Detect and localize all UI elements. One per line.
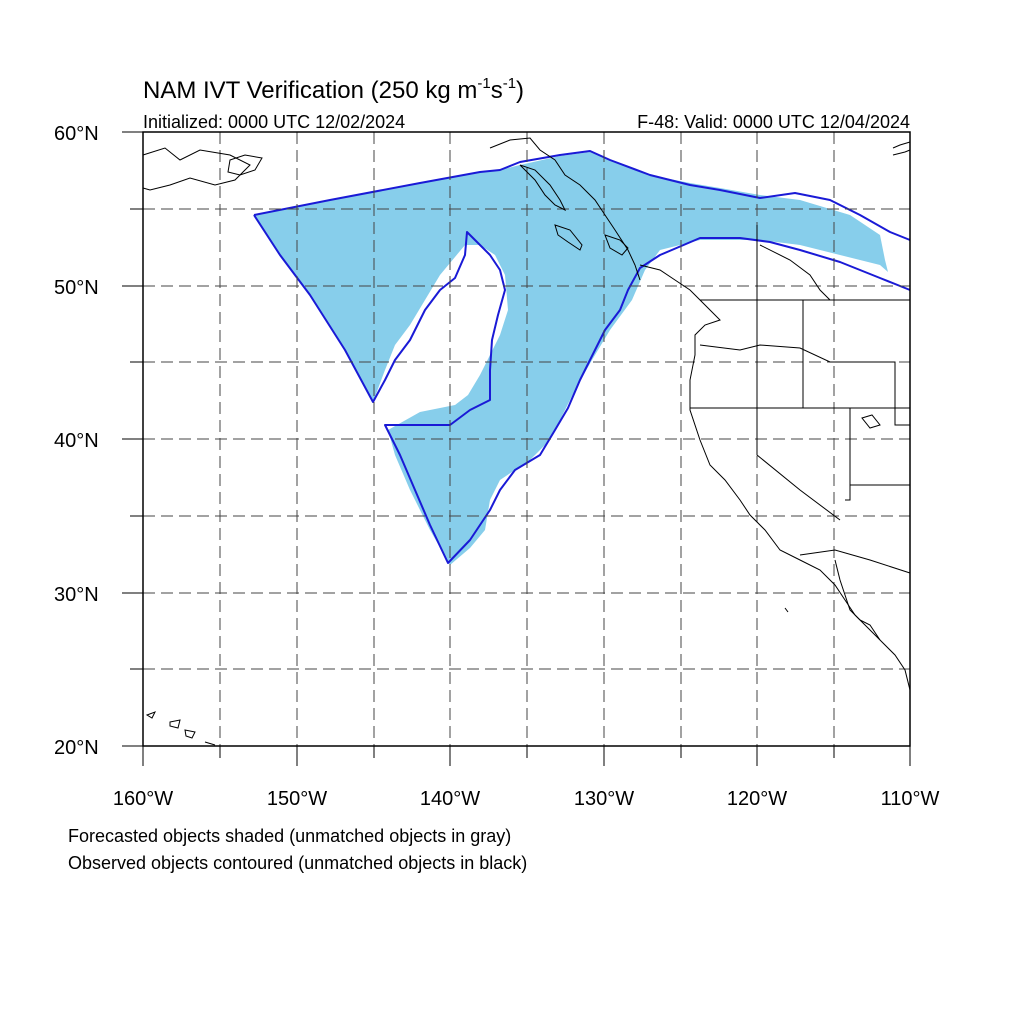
lat-label-60n: 60°N xyxy=(54,123,99,145)
lon-label-130w: 130°W xyxy=(574,788,634,810)
lon-label-120w: 120°W xyxy=(727,788,787,810)
lat-label-50n: 50°N xyxy=(54,277,99,299)
lon-label-160w: 160°W xyxy=(113,788,173,810)
lon-label-140w: 140°W xyxy=(420,788,480,810)
observed-object-contour-main xyxy=(253,214,911,564)
graticule xyxy=(143,132,910,746)
lon-label-150w: 150°W xyxy=(267,788,327,810)
observed-note: Observed objects contoured (unmatched ob… xyxy=(68,853,527,873)
coastlines xyxy=(142,137,911,746)
initialized-label: Initialized: 0000 UTC 12/02/2024 xyxy=(143,112,405,132)
forecast-object-main xyxy=(254,152,888,565)
observed-object-contour-north xyxy=(253,150,911,241)
valid-label: F-48: Valid: 0000 UTC 12/04/2024 xyxy=(637,112,910,132)
lat-label-30n: 30°N xyxy=(54,584,99,606)
axis-ticks xyxy=(122,131,911,766)
forecast-note: Forecasted objects shaded (unmatched obj… xyxy=(68,826,511,846)
lat-label-40n: 40°N xyxy=(54,430,99,452)
lon-label-110w: 110°W xyxy=(881,788,940,810)
lat-label-20n: 20°N xyxy=(54,737,99,759)
figure-title: NAM IVT Verification (250 kg m-1s-1) xyxy=(143,75,524,104)
